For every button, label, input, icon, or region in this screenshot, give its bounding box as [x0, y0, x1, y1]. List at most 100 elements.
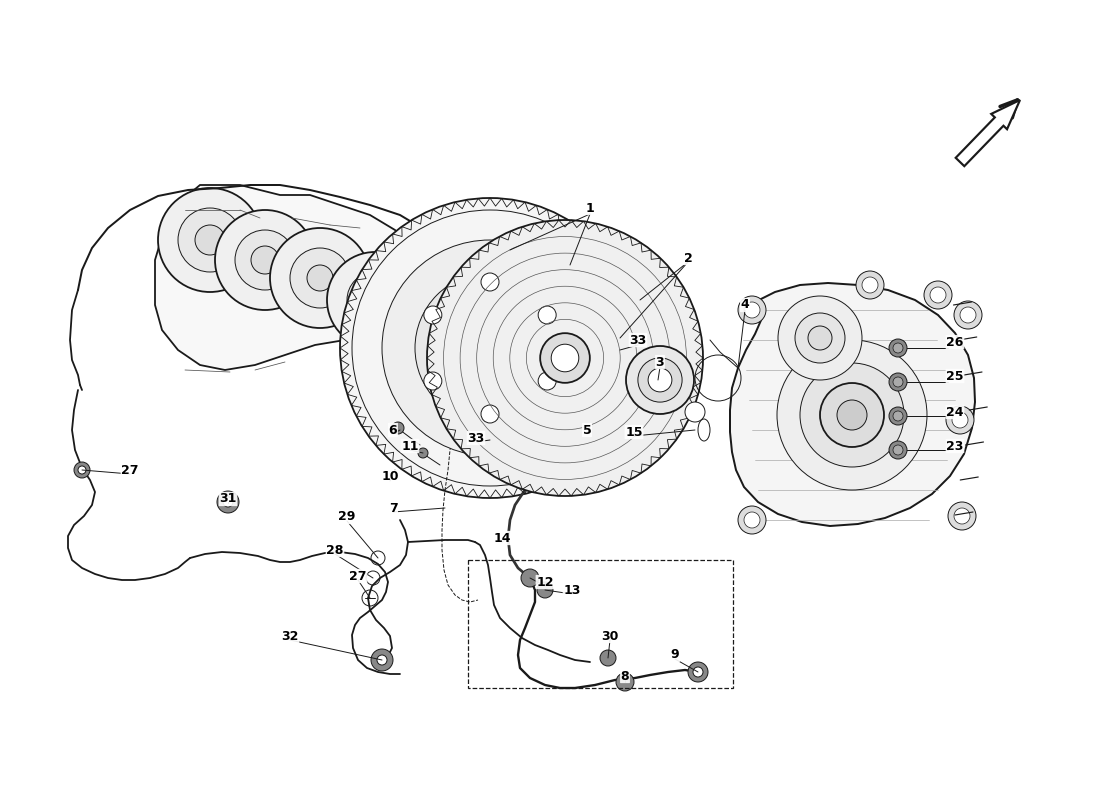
Circle shape	[195, 225, 226, 255]
Circle shape	[415, 273, 565, 423]
Circle shape	[738, 506, 766, 534]
Circle shape	[424, 372, 442, 390]
Circle shape	[948, 502, 976, 530]
Circle shape	[893, 377, 903, 387]
Text: 30: 30	[602, 630, 618, 642]
Text: 7: 7	[388, 502, 397, 514]
Circle shape	[946, 406, 974, 434]
Circle shape	[954, 508, 970, 524]
Circle shape	[688, 662, 708, 682]
Circle shape	[795, 313, 845, 363]
Text: 31: 31	[219, 493, 236, 506]
Circle shape	[538, 306, 557, 324]
Text: 32: 32	[282, 630, 299, 642]
Circle shape	[893, 343, 903, 353]
Circle shape	[424, 306, 442, 324]
Circle shape	[648, 368, 672, 392]
Polygon shape	[956, 100, 1020, 166]
Circle shape	[521, 569, 539, 587]
Circle shape	[600, 650, 616, 666]
Text: 6: 6	[388, 423, 397, 437]
Circle shape	[808, 326, 832, 350]
Circle shape	[551, 344, 579, 372]
Circle shape	[960, 307, 976, 323]
Circle shape	[371, 649, 393, 671]
Circle shape	[382, 240, 598, 456]
Circle shape	[930, 287, 946, 303]
Ellipse shape	[698, 419, 710, 441]
Circle shape	[889, 441, 908, 459]
Circle shape	[74, 462, 90, 478]
Circle shape	[481, 405, 499, 423]
Circle shape	[638, 358, 682, 402]
Circle shape	[178, 208, 242, 272]
Text: 10: 10	[382, 470, 398, 483]
Circle shape	[463, 321, 517, 375]
Circle shape	[538, 372, 557, 390]
Circle shape	[540, 333, 590, 383]
Bar	[468, 560, 733, 688]
Circle shape	[685, 402, 705, 422]
Circle shape	[889, 373, 908, 391]
Text: 4: 4	[740, 298, 749, 311]
Circle shape	[442, 300, 538, 396]
Circle shape	[214, 210, 315, 310]
Circle shape	[377, 655, 387, 665]
Circle shape	[800, 363, 904, 467]
Text: 11: 11	[402, 439, 419, 453]
Circle shape	[537, 582, 553, 598]
Text: 3: 3	[656, 355, 664, 369]
Text: 12: 12	[537, 575, 553, 589]
Circle shape	[340, 198, 640, 498]
Text: 25: 25	[946, 370, 964, 382]
Circle shape	[952, 412, 968, 428]
Circle shape	[475, 333, 505, 363]
Text: 9: 9	[671, 649, 680, 662]
Circle shape	[290, 248, 350, 308]
Circle shape	[820, 383, 884, 447]
Text: 24: 24	[946, 406, 964, 418]
Circle shape	[889, 407, 908, 425]
Circle shape	[777, 340, 927, 490]
Text: 27: 27	[121, 463, 139, 477]
Text: 33: 33	[629, 334, 647, 346]
Circle shape	[862, 277, 878, 293]
Text: 23: 23	[946, 439, 964, 453]
Circle shape	[954, 301, 982, 329]
Text: 14: 14	[493, 531, 510, 545]
Circle shape	[251, 246, 279, 274]
Circle shape	[738, 296, 766, 324]
Circle shape	[856, 271, 884, 299]
Circle shape	[889, 339, 908, 357]
Circle shape	[223, 497, 233, 507]
Circle shape	[365, 290, 385, 310]
Circle shape	[893, 445, 903, 455]
Circle shape	[418, 448, 428, 458]
Circle shape	[307, 265, 333, 291]
Circle shape	[392, 422, 404, 434]
Circle shape	[616, 673, 634, 691]
Circle shape	[744, 302, 760, 318]
Circle shape	[346, 272, 403, 328]
Circle shape	[327, 252, 424, 348]
Text: 8: 8	[620, 670, 629, 682]
Circle shape	[693, 667, 703, 677]
Circle shape	[235, 230, 295, 290]
Text: 2: 2	[683, 251, 692, 265]
Text: 27: 27	[350, 570, 366, 582]
Text: 1: 1	[585, 202, 594, 214]
Circle shape	[837, 400, 867, 430]
Polygon shape	[730, 283, 975, 526]
Circle shape	[626, 346, 694, 414]
Circle shape	[778, 296, 862, 380]
Circle shape	[78, 466, 86, 474]
Text: 15: 15	[625, 426, 642, 438]
Circle shape	[158, 188, 262, 292]
Text: 33: 33	[468, 431, 485, 445]
Circle shape	[427, 220, 703, 496]
Circle shape	[744, 512, 760, 528]
Circle shape	[270, 228, 370, 328]
Text: 28: 28	[327, 543, 343, 557]
Circle shape	[217, 491, 239, 513]
Polygon shape	[155, 185, 425, 370]
